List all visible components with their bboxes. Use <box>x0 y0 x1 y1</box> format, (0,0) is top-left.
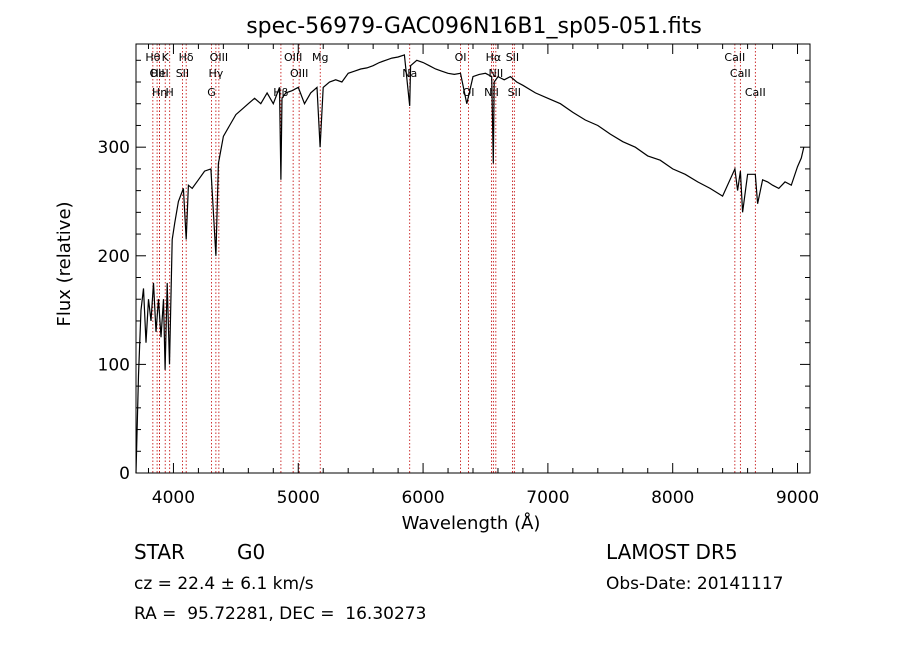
y-tick-label: 100 <box>98 355 130 375</box>
line-label-23: CaII <box>724 51 745 64</box>
x-tick-label: 7000 <box>526 488 569 508</box>
plot-frame <box>135 43 811 474</box>
y-tick-label: 0 <box>119 464 130 484</box>
spectrum-series-line <box>135 54 805 474</box>
line-label-2: Hη <box>152 86 167 99</box>
line-label-10: G <box>207 86 216 99</box>
line-label-16: OI <box>455 51 467 64</box>
line-label-24: CaII <box>730 67 751 80</box>
line-label-0: Hθ <box>145 51 160 64</box>
x-tick-label: 4000 <box>152 488 195 508</box>
object-subclass: G0 <box>237 540 266 564</box>
line-label-19: Hα <box>486 51 502 64</box>
line-label-7: SII <box>176 67 189 80</box>
y-axis-ticks: 0 100 200 300 <box>98 59 810 484</box>
sky-coordinates: RA = 95.72281, DEC = 16.30273 <box>134 604 427 624</box>
x-tick-label: 9000 <box>776 488 819 508</box>
line-label-5: H <box>166 86 174 99</box>
x-tick-label: 6000 <box>401 488 444 508</box>
line-label-22: SII <box>508 86 521 99</box>
line-label-9: OIII <box>210 51 228 64</box>
y-tick-label: 200 <box>98 247 130 267</box>
spectral-line-markers <box>152 44 756 473</box>
line-label-25: CaII <box>745 86 766 99</box>
chart-title: spec-56979-GAC096N16B1_sp05-051.fits <box>246 14 702 39</box>
redshift-value: cz = 22.4 ± 6.1 km/s <box>134 574 314 594</box>
line-label-13: OIII <box>290 67 308 80</box>
x-tick-label: 8000 <box>651 488 694 508</box>
line-label-6: Hδ <box>179 51 194 64</box>
line-label-15: Na <box>402 67 417 80</box>
line-label-1: OII <box>150 67 165 80</box>
x-tick-label: 5000 <box>277 488 320 508</box>
line-label-8: Hγ <box>208 67 223 80</box>
line-label-21: SII <box>506 51 519 64</box>
y-axis-label: Flux (relative) <box>54 201 75 326</box>
x-axis-ticks: 4000 5000 6000 7000 8000 9000 <box>147 44 819 508</box>
line-label-12: OIII <box>284 51 302 64</box>
object-class: STAR <box>134 540 185 564</box>
line-label-17: OI <box>463 86 475 99</box>
observation-date: Obs-Date: 20141117 <box>606 574 784 594</box>
survey-name: LAMOST DR5 <box>606 540 738 564</box>
line-label-4: HeI <box>150 67 168 80</box>
line-label-14: Mg <box>312 51 328 64</box>
line-label-11: Hβ <box>273 86 288 99</box>
x-axis-label: Wavelength (Å) <box>402 512 541 534</box>
y-tick-label: 300 <box>98 138 130 158</box>
line-label-3: K <box>162 51 170 64</box>
